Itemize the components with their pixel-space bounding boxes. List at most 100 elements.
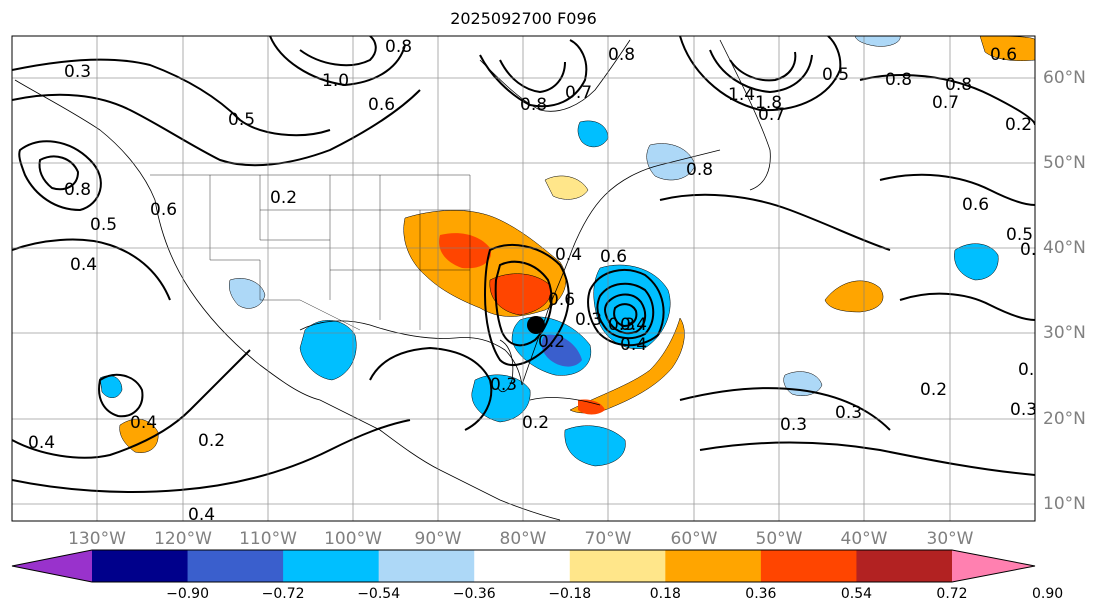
contour-label: 0.5 — [822, 65, 849, 85]
colorbar-swatches — [12, 550, 1035, 582]
east-coast — [521, 149, 721, 386]
warm-core-caribbean — [578, 399, 605, 415]
contour-label: 1.4 — [728, 85, 755, 105]
gulf-coast — [299, 320, 523, 386]
contour-label: 0.6 — [368, 95, 395, 115]
contour-label: 0.3 — [64, 62, 91, 82]
contour-label: 0.7 — [932, 93, 959, 113]
contour-label: 0.6 — [150, 200, 177, 220]
colorbar-swatch — [283, 550, 380, 582]
weather-map: 0.3 1.00.80.50.6 0.80.70.81.4 1.80.70.5 0.80… — [11, 35, 1047, 525]
contour-label: 0.4 — [70, 255, 97, 275]
contour-label: 0.6 — [990, 45, 1017, 65]
political-borders — [150, 174, 471, 340]
colorbar-tick-label: −0.90 — [166, 586, 209, 602]
cold-patch-mexico — [299, 320, 357, 381]
florida — [497, 339, 514, 393]
colorbar-swatch — [92, 550, 189, 582]
longitude-label: 80°W — [499, 529, 547, 549]
warm-patch-east — [824, 280, 884, 313]
contour-label: 0.5 — [1020, 240, 1047, 260]
longitude-label: 30°W — [926, 529, 974, 549]
contour-labels: 0.3 1.00.80.50.6 0.80.70.81.4 1.80.70.5 0.80… — [28, 37, 1047, 525]
greenland-coast — [719, 39, 771, 191]
contour-label: 0.7 — [565, 83, 592, 103]
contour-label: 0.8 — [686, 160, 713, 180]
colorbar-tick-label: 0.36 — [745, 586, 777, 602]
graticule — [12, 36, 1035, 521]
contour-label: 0.5 — [1018, 360, 1045, 380]
latitude-label: 30°N — [1043, 323, 1086, 343]
contour-label: 0.8 — [608, 45, 635, 65]
colorbar-tick-label: 0.72 — [936, 586, 968, 602]
contour-label: 0.4 — [620, 335, 647, 355]
contour-label: 0.4 — [130, 413, 157, 433]
contour-label: 1.0 — [322, 71, 349, 91]
contour-label: 0.3 — [490, 375, 517, 395]
colorbar-swatch — [856, 550, 953, 582]
longitude-label: 60°W — [670, 529, 718, 549]
longitude-label: 120°W — [154, 529, 212, 549]
contour-label: 0.8 — [385, 37, 412, 57]
cool-patch-north — [854, 36, 901, 47]
colorbar-swatch — [474, 550, 571, 582]
colorbar-outline — [11, 549, 1036, 583]
contour-label: 0.8 — [885, 70, 912, 90]
longitude-label: 90°W — [414, 529, 462, 549]
longitude-label: 50°W — [755, 529, 803, 549]
colorbar-tick-label: −0.72 — [261, 586, 305, 602]
warm-core-midwest — [439, 233, 491, 269]
contour-label: 0.7 — [758, 105, 785, 125]
contour-label: 0.5 — [90, 215, 117, 235]
colorbar-tick-label: 0.90 — [1031, 586, 1064, 602]
contour-label: 0.8 — [520, 95, 547, 115]
cold-patch-caribbean — [564, 425, 626, 467]
contour-label: 0.3 — [608, 315, 635, 335]
latitude-label: 10°N — [1043, 494, 1086, 514]
contour-label: 0.3 — [575, 310, 602, 330]
longitude-label: 40°W — [840, 529, 888, 549]
map-title: 2025092700 F096 — [450, 9, 597, 28]
cold-patch-hudson — [577, 120, 609, 148]
contour-label: 0.2 — [198, 431, 225, 451]
cuba — [529, 397, 601, 406]
contour-label: 0.2 — [920, 380, 947, 400]
contour-label: 0.3 — [835, 403, 862, 423]
colorbar-extend-high — [952, 550, 1035, 582]
cool-patch-newfoundland — [646, 143, 696, 181]
contour-label: 0.4 — [28, 433, 55, 453]
cool-patch-west — [229, 278, 266, 309]
contour-label: 0.4 — [188, 505, 215, 525]
latitude-label: 40°N — [1043, 238, 1086, 258]
longitude-label: 130°W — [68, 529, 126, 549]
contour-lines — [12, 36, 1035, 493]
contour-label: 0.2 — [522, 413, 549, 433]
colorbar-tick-label: −0.54 — [357, 586, 401, 602]
contour-label: 0.8 — [945, 75, 972, 95]
contour-label: 0.8 — [64, 180, 91, 200]
contour-label: 0.6 — [600, 247, 627, 267]
contour-label: 0.2 — [1005, 115, 1032, 135]
storm-center-marker — [527, 316, 545, 334]
longitude-label: 70°W — [584, 529, 632, 549]
colorbar-swatch — [665, 550, 762, 582]
colorbar-tick-label: −0.36 — [452, 586, 496, 602]
hudson-bay — [479, 39, 631, 112]
latitude-label: 20°N — [1043, 409, 1086, 429]
longitude-label: 110°W — [239, 529, 297, 549]
contour-label: 0.2 — [538, 332, 565, 352]
contour-label: 0.6 — [548, 290, 575, 310]
contour-label: 1.8 — [755, 93, 782, 113]
warm-patch-pacific — [119, 418, 159, 453]
contour-label: 0.4 — [620, 315, 647, 335]
colorbar-swatch — [760, 550, 857, 582]
contour-label: 0.5 — [1006, 225, 1033, 245]
colorbar-swatch — [187, 550, 284, 582]
contour-label: 0.2 — [270, 188, 297, 208]
colorbar-tick-label: −0.18 — [548, 586, 592, 602]
colorbar-tick-label: 0.18 — [649, 586, 681, 602]
contour-label: 0.3 — [780, 415, 807, 435]
colorbar-extend-low — [12, 550, 92, 582]
cold-patch-east-atlantic — [954, 243, 999, 281]
